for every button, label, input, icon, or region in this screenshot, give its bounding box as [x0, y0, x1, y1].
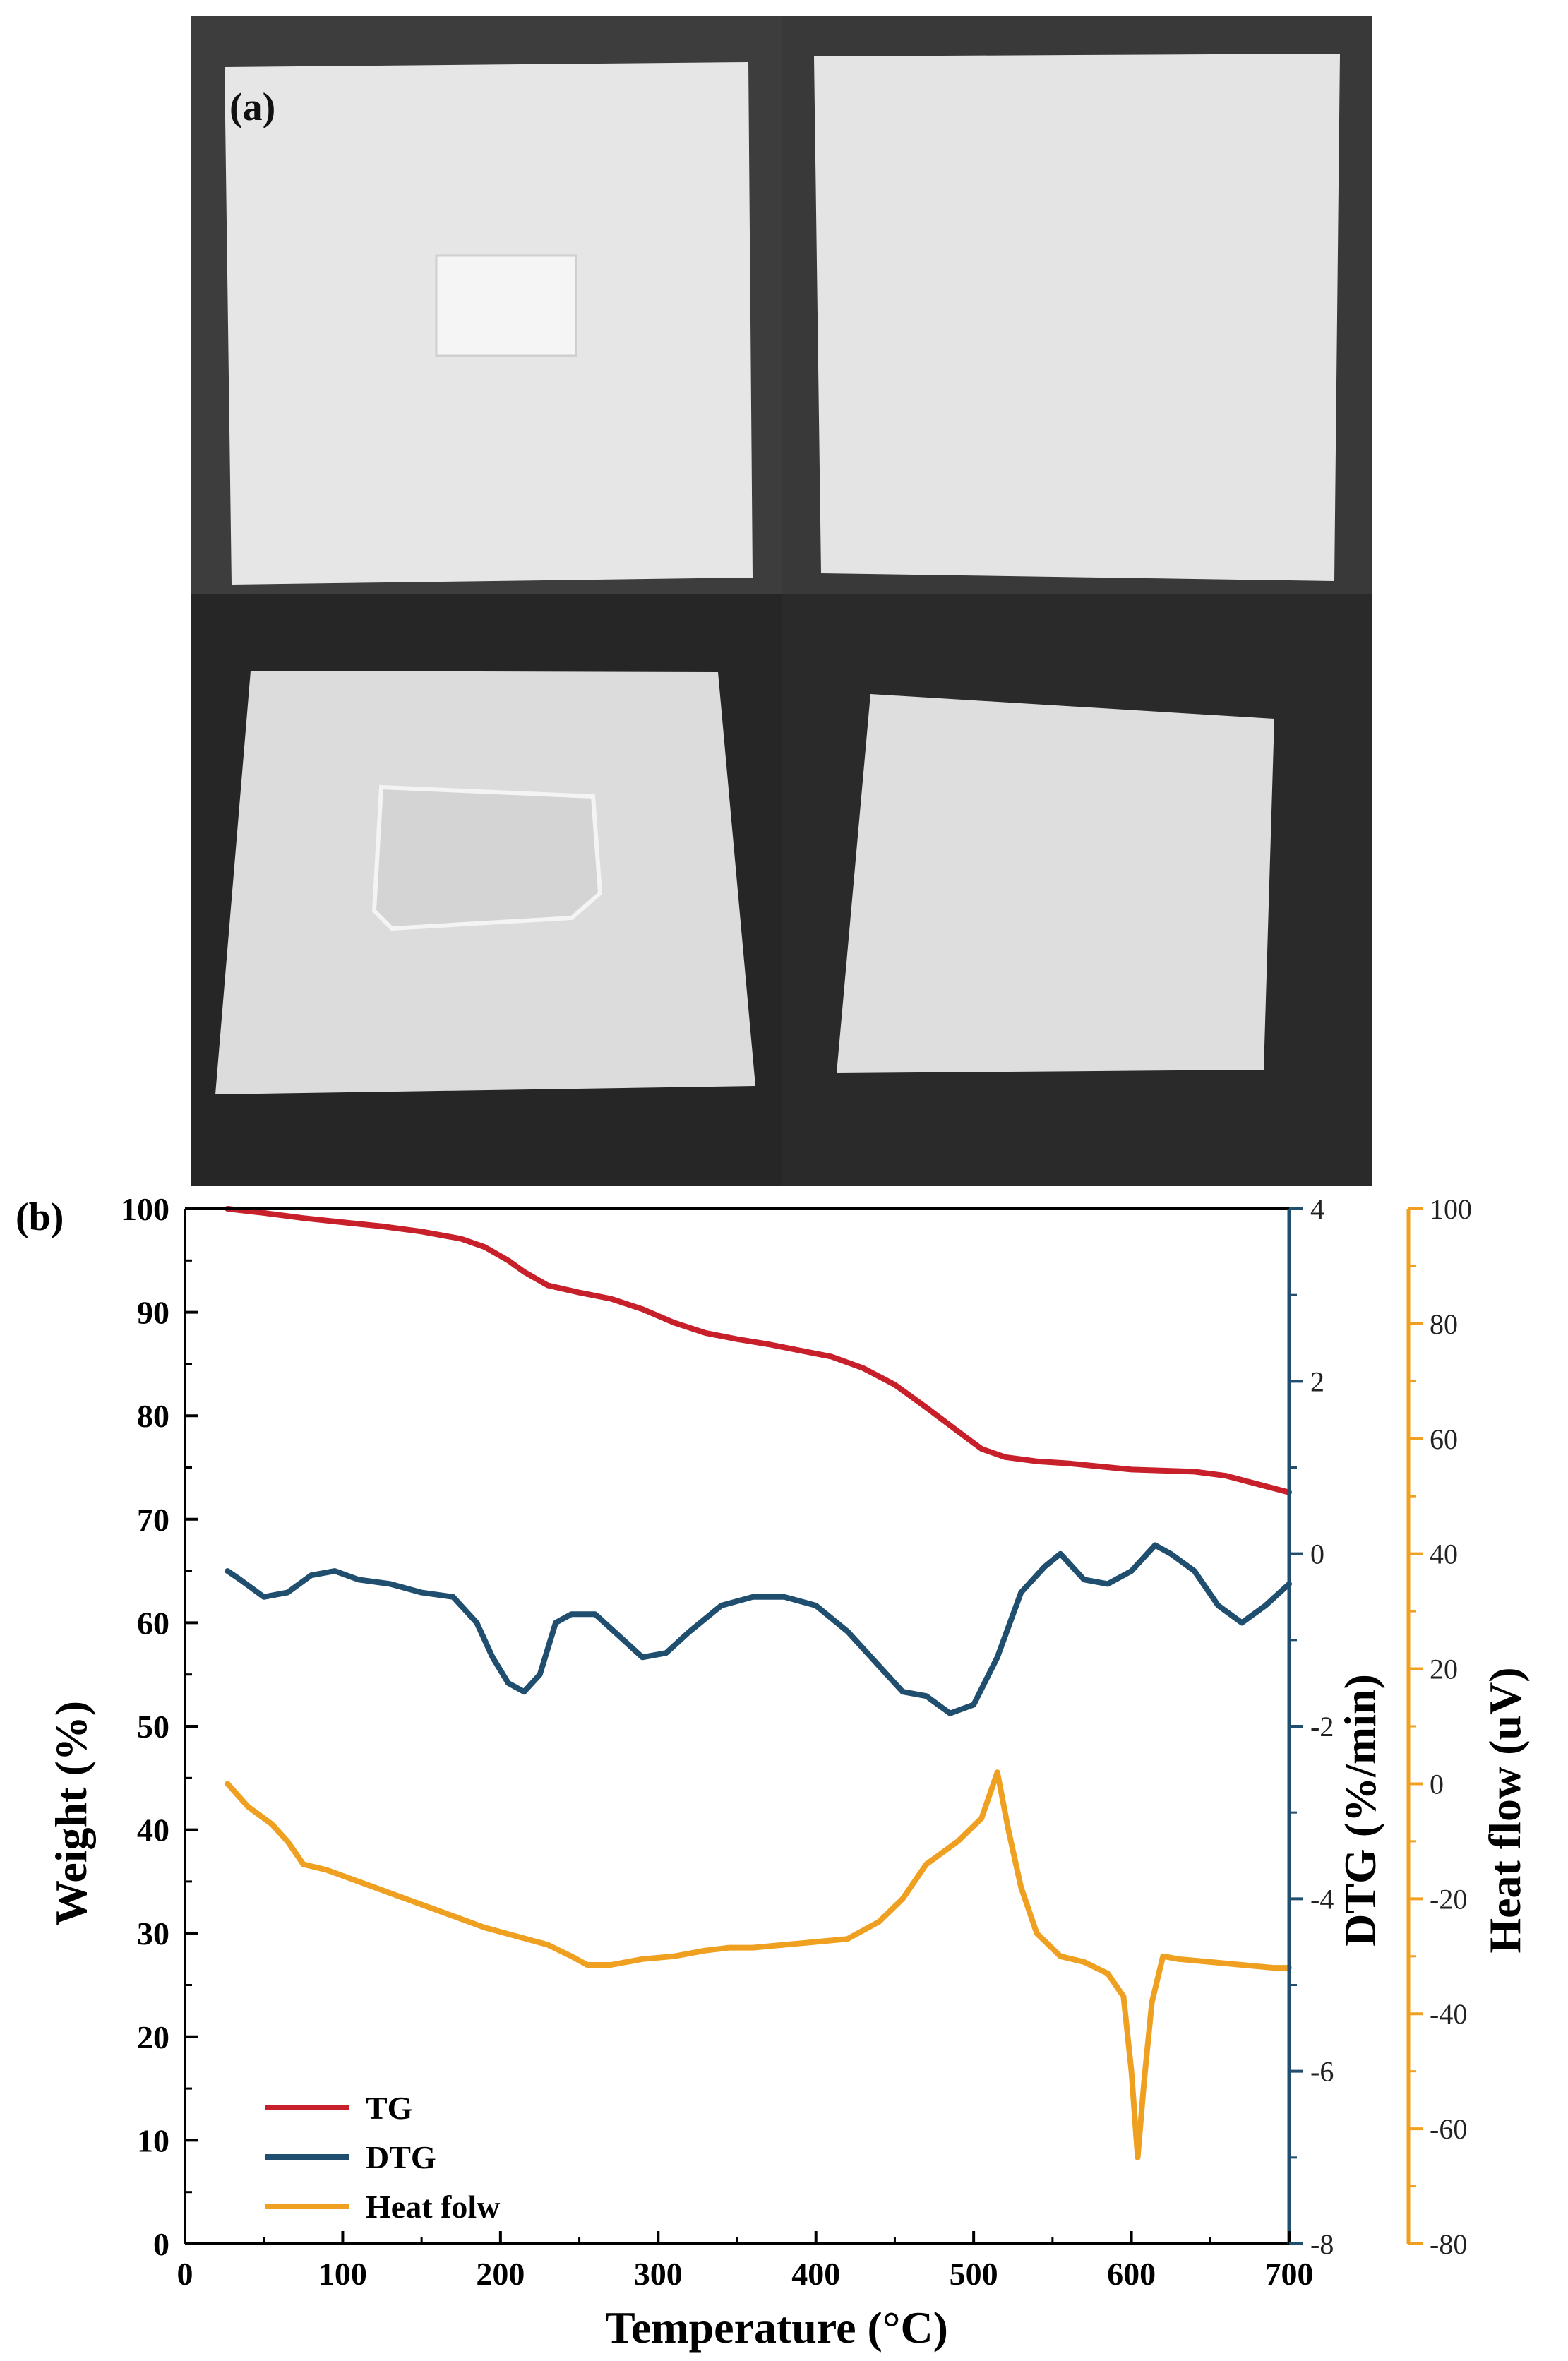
sample-piece-bottom — [371, 784, 603, 931]
dtg-tick-label: -4 — [1310, 1883, 1334, 1915]
heat-flow-axis-label: Heat flow (uV) — [1480, 1667, 1530, 1953]
left-tick-label: 60 — [137, 1605, 169, 1641]
legend-label-heat-folw: Heat folw — [366, 2189, 500, 2225]
x-tick-label: 200 — [476, 2256, 525, 2292]
dtg-tick-label: 2 — [1310, 1365, 1324, 1397]
heat-flow-tick-label: 100 — [1430, 1193, 1472, 1225]
heat-flow-tick-label: 80 — [1430, 1308, 1458, 1340]
left-axis-label: Weight (%) — [46, 1701, 96, 1925]
dtg-tick-label: -8 — [1310, 2228, 1334, 2260]
legend-label-tg: TG — [366, 2090, 412, 2126]
dtg-tick-label: -6 — [1310, 2056, 1334, 2088]
legend: TG DTG Heat folw — [265, 2090, 500, 2225]
series-line-dtg — [225, 1542, 1292, 1716]
left-tick-label: 10 — [137, 2122, 169, 2158]
tga-chart: (b) 0 100 200 300 400 500 600 70001020304050607… — [16, 1191, 1530, 2353]
x-tick-label: 700 — [1265, 2256, 1314, 2292]
left-tick-label: 70 — [137, 1502, 169, 1538]
panel-a-label: (a) — [229, 85, 275, 129]
heat-flow-tick-label: -40 — [1430, 1998, 1467, 2030]
dtg-tick-label: 4 — [1310, 1193, 1324, 1225]
x-tick-label: 100 — [318, 2256, 367, 2292]
left-tick-label: 50 — [137, 1709, 169, 1745]
left-tick-label: 80 — [137, 1398, 169, 1434]
series-line-heat-folw — [225, 1769, 1292, 2160]
left-tick-label: 20 — [137, 2019, 169, 2055]
heat-flow-tick-label: -20 — [1430, 1883, 1467, 1915]
panel-b-label: (b) — [16, 1195, 64, 1239]
left-tick-label: 30 — [137, 1915, 169, 1951]
x-tick-label: 600 — [1107, 2256, 1156, 2292]
paper-top-right — [814, 54, 1340, 581]
paper-bottom-right — [837, 694, 1274, 1073]
x-tick-label: 400 — [791, 2256, 840, 2292]
left-tick-label: 0 — [153, 2226, 169, 2262]
heat-flow-tick-label: -60 — [1430, 2113, 1467, 2145]
left-tick-label: 100 — [121, 1191, 169, 1227]
heat-flow-tick-label: 60 — [1430, 1423, 1458, 1455]
left-tick-label: 90 — [137, 1295, 169, 1331]
dtg-axis-label: DTG (%/min) — [1335, 1674, 1385, 1947]
dtg-tick-label: -2 — [1310, 1711, 1334, 1743]
x-tick-label: 0 — [177, 2256, 193, 2292]
series-line-tg — [225, 1206, 1292, 1495]
left-tick-label: 40 — [137, 1812, 169, 1848]
dtg-tick-label: 0 — [1310, 1538, 1324, 1570]
x-axis-label: Temperature (°C) — [605, 2302, 948, 2353]
heat-flow-tick-label: 0 — [1430, 1768, 1444, 1800]
heat-flow-tick-label: 40 — [1430, 1538, 1458, 1570]
photo-panel: (a) — [191, 16, 1372, 1186]
x-tick-label: 300 — [634, 2256, 683, 2292]
heat-flow-tick-label: 20 — [1430, 1654, 1458, 1685]
legend-label-dtg: DTG — [366, 2139, 436, 2175]
sample-piece-top — [435, 254, 577, 357]
x-tick-label: 500 — [950, 2256, 998, 2292]
heat-flow-tick-label: -80 — [1430, 2228, 1467, 2260]
